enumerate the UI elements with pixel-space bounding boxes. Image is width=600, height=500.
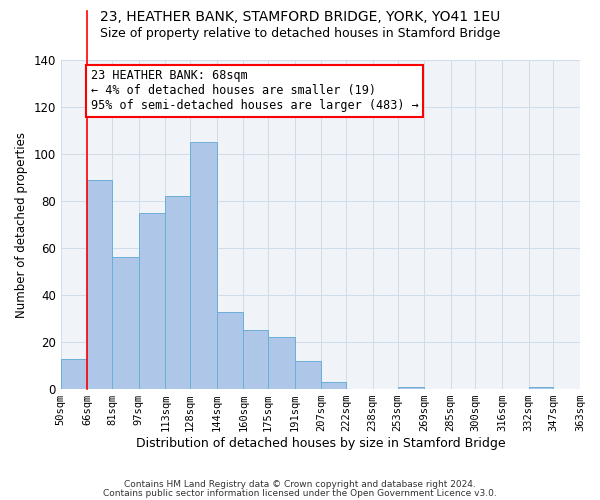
Bar: [190, 142, 217, 389]
Text: Contains public sector information licensed under the Open Government Licence v3: Contains public sector information licen…: [103, 489, 497, 498]
Bar: [321, 382, 346, 389]
Bar: [88, 180, 112, 389]
Bar: [61, 358, 88, 389]
Text: Contains HM Land Registry data © Crown copyright and database right 2024.: Contains HM Land Registry data © Crown c…: [124, 480, 476, 489]
Bar: [139, 213, 165, 389]
Bar: [295, 361, 321, 389]
X-axis label: Distribution of detached houses by size in Stamford Bridge: Distribution of detached houses by size …: [136, 437, 505, 450]
Bar: [217, 312, 243, 389]
Y-axis label: Number of detached properties: Number of detached properties: [15, 132, 28, 318]
Bar: [243, 330, 268, 389]
Text: 23, HEATHER BANK, STAMFORD BRIDGE, YORK, YO41 1EU: 23, HEATHER BANK, STAMFORD BRIDGE, YORK,…: [100, 10, 500, 24]
Bar: [112, 258, 139, 389]
Bar: [268, 338, 295, 389]
Text: 23 HEATHER BANK: 68sqm
← 4% of detached houses are smaller (19)
95% of semi-deta: 23 HEATHER BANK: 68sqm ← 4% of detached …: [91, 70, 418, 112]
Bar: [398, 386, 424, 389]
Bar: [165, 196, 190, 389]
Bar: [529, 386, 553, 389]
Text: Size of property relative to detached houses in Stamford Bridge: Size of property relative to detached ho…: [100, 28, 500, 40]
